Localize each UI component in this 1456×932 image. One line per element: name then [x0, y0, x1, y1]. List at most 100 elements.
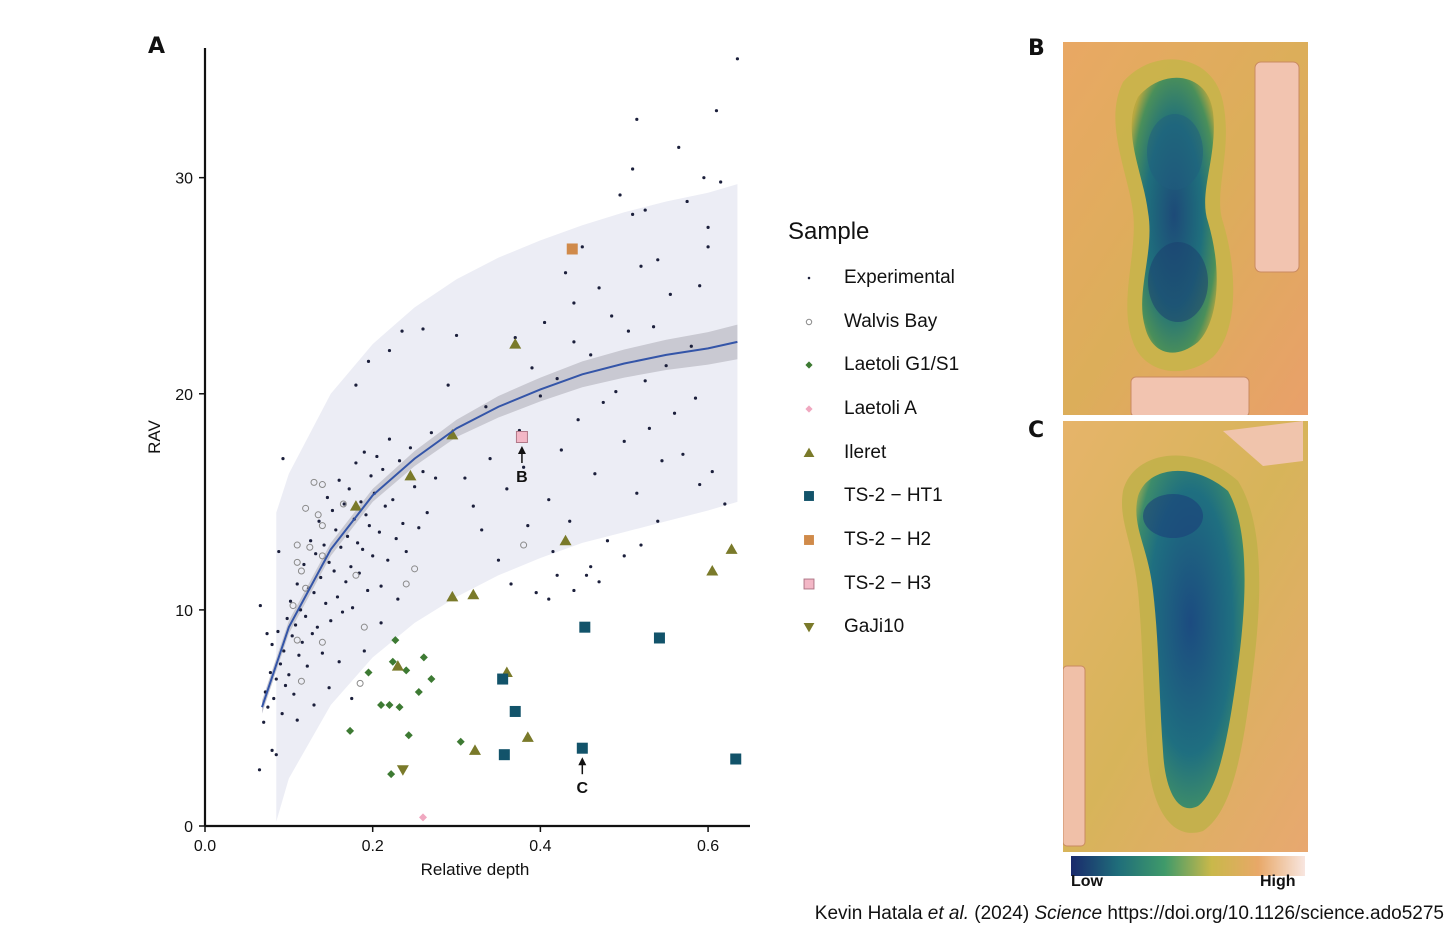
point-experimental — [332, 569, 336, 573]
annotation-layer: BC — [516, 446, 589, 797]
point-experimental — [614, 390, 618, 394]
point-experimental — [262, 720, 266, 724]
point-experimental — [379, 621, 383, 625]
point-laetoli-g1-s1 — [385, 700, 394, 709]
point-experimental — [381, 467, 385, 472]
point-ts-2-h2 — [566, 243, 578, 255]
colorbar — [1071, 856, 1305, 876]
legend-label: Experimental — [844, 266, 955, 288]
annotation-arrowhead — [517, 446, 526, 454]
point-experimental — [417, 526, 421, 530]
point-experimental — [283, 683, 288, 688]
point-experimental — [274, 677, 278, 681]
point-experimental — [433, 476, 438, 480]
point-ts-2-ht1 — [576, 742, 588, 754]
legend-label: Ileret — [844, 441, 887, 463]
point-ileret — [509, 338, 522, 349]
point-experimental — [513, 335, 517, 340]
point-experimental — [530, 366, 534, 370]
point-experimental — [387, 348, 392, 353]
point-experimental — [542, 320, 547, 325]
point-experimental — [334, 528, 338, 532]
point-experimental — [354, 383, 358, 387]
point-ts-2-ht1 — [498, 749, 510, 761]
point-walvis-bay — [297, 567, 305, 575]
point-experimental — [538, 394, 542, 398]
point-ileret — [404, 469, 417, 481]
point-experimental — [618, 193, 622, 197]
point-experimental — [589, 353, 593, 357]
fit-line — [261, 340, 738, 708]
point-experimental — [297, 653, 301, 657]
annotation-arrowhead — [578, 757, 587, 766]
point-experimental — [345, 534, 350, 539]
point-experimental — [394, 536, 398, 541]
point-experimental — [656, 258, 660, 262]
point-experimental — [589, 565, 593, 569]
point-experimental — [397, 459, 402, 463]
legend-item: Laetoli A — [788, 387, 959, 431]
point-experimental — [257, 768, 262, 772]
legend: Sample Experimental Walvis Bay Laetoli G1/… — [788, 218, 959, 649]
x-tick-label: 0.6 — [697, 838, 719, 855]
point-experimental — [315, 625, 319, 629]
point-walvis-bay — [314, 511, 322, 519]
point-experimental — [396, 597, 400, 601]
point-experimental — [631, 167, 635, 171]
point-experimental — [672, 411, 677, 415]
point-experimental — [282, 649, 286, 653]
point-experimental — [735, 57, 740, 61]
point-experimental — [488, 457, 492, 461]
point-experimental — [335, 595, 340, 599]
point-experimental — [593, 472, 597, 476]
legend-label: Laetoli A — [844, 397, 917, 419]
legend-item: GaJi10 — [788, 606, 959, 650]
point-walvis-bay — [289, 602, 297, 610]
point-experimental — [340, 610, 345, 614]
point-experimental — [421, 469, 425, 474]
legend-marker-icon — [807, 276, 811, 280]
point-laetoli-g1-s1 — [387, 770, 396, 779]
y-axis-label: RAV — [145, 419, 164, 453]
credit-journal: Science — [1034, 903, 1103, 924]
point-experimental — [635, 117, 639, 121]
point-experimental — [639, 543, 643, 547]
legend-marker-icon — [804, 491, 814, 502]
point-experimental — [689, 344, 693, 348]
point-ileret — [467, 588, 480, 600]
point-experimental — [480, 528, 484, 532]
point-laetoli-g1-s1 — [391, 636, 400, 645]
credit-year: (2024) — [969, 903, 1035, 924]
point-experimental — [292, 692, 296, 696]
prediction-band-layer — [276, 184, 738, 822]
point-experimental — [293, 623, 298, 627]
point-experimental — [429, 431, 433, 435]
point-walvis-bay — [520, 541, 528, 549]
legend-item: TS-2 − HT1 — [788, 474, 959, 518]
point-experimental — [387, 437, 392, 441]
point-experimental — [350, 606, 355, 610]
legend-label: Walvis Bay — [844, 310, 938, 332]
data-point-layer — [257, 57, 742, 822]
point-experimental — [354, 461, 358, 465]
point-experimental — [265, 632, 269, 636]
point-walvis-bay — [411, 565, 419, 573]
point-experimental — [319, 575, 323, 580]
credit-doi: https://doi.org/10.1126/science.ado5275 — [1102, 903, 1444, 924]
panel-label-c: C — [1028, 418, 1045, 443]
point-experimental — [330, 508, 335, 513]
point-experimental — [386, 558, 390, 562]
point-experimental — [626, 329, 631, 333]
point-experimental — [572, 301, 576, 305]
point-laetoli-g1-s1 — [404, 731, 413, 740]
legend-title: Sample — [788, 218, 870, 245]
colorbar-low-label: Low — [1071, 873, 1103, 890]
y-tick-label: 10 — [175, 603, 193, 620]
point-experimental — [322, 543, 326, 547]
point-experimental — [391, 498, 395, 502]
legend-marker-icon — [803, 623, 815, 633]
y-tick-label: 30 — [175, 171, 193, 188]
point-experimental — [547, 597, 551, 601]
point-experimental — [369, 474, 373, 478]
annotation-label: C — [577, 780, 589, 797]
